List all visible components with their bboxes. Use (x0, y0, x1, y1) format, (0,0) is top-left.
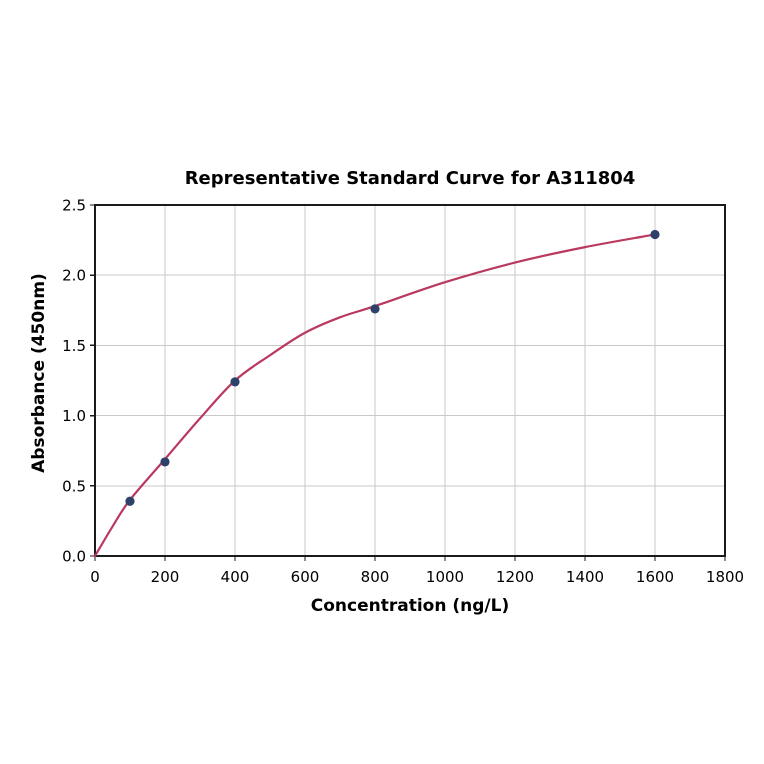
y-tick-label: 1.0 (62, 407, 86, 425)
fit-curve-layer (93, 233, 657, 558)
data-point (160, 457, 170, 467)
x-tick-label: 1800 (706, 568, 744, 586)
x-tick-label: 600 (291, 568, 320, 586)
axis-ticks (90, 204, 726, 561)
data-point-layer (125, 229, 660, 506)
x-tick-label: 0 (90, 568, 100, 586)
plot-border (94, 204, 726, 557)
data-point (650, 229, 660, 240)
y-tick-label: 0.0 (62, 548, 86, 566)
data-point (125, 496, 135, 506)
gridlines (95, 205, 725, 556)
y-axis-label: Absorbance (450nm) (29, 273, 49, 473)
standard-fit-curve (93, 233, 657, 558)
x-tick-label: 1000 (426, 568, 464, 586)
y-tick-label: 2.5 (62, 197, 86, 215)
data-point (370, 304, 380, 314)
x-tick-label: 200 (151, 568, 180, 586)
x-tick-label: 1600 (636, 568, 674, 586)
x-tick-label: 400 (221, 568, 250, 586)
tick-labels: 0 200 400 600 800 1000 1200 1400 1600 1800 0.0 0.5 1… (62, 197, 744, 587)
chart-title: Representative Standard Curve for A31180… (185, 168, 636, 189)
plot-frame (94, 204, 726, 557)
x-tick-label: 1400 (566, 568, 604, 586)
x-tick-label: 800 (361, 568, 390, 586)
y-tick-label: 2.0 (62, 267, 86, 285)
data-point (230, 377, 240, 387)
y-tick-label: 0.5 (62, 477, 86, 495)
x-tick-label: 1200 (496, 568, 534, 586)
y-tick-label: 1.5 (62, 337, 86, 355)
x-axis-label: Concentration (ng/L) (311, 596, 509, 616)
